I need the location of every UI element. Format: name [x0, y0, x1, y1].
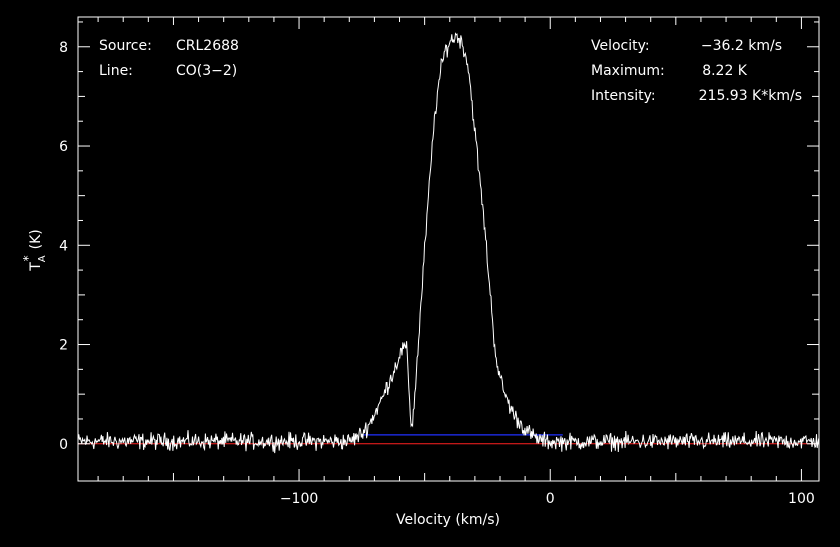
annotation-left: Source: CRL2688 Line: CO(3−2) [99, 38, 239, 79]
plot-layer [77, 32, 820, 454]
y-axis-label-superscript: * [21, 255, 35, 261]
y-tick-label: 8 [59, 40, 68, 56]
y-tick-label: 6 [59, 139, 68, 155]
annotation-intensity-value: 215.93 K*km/s [699, 88, 802, 104]
annotation-maximum-key: Maximum: [591, 63, 665, 79]
x-tick-label: 0 [546, 491, 555, 507]
y-tick-label: 4 [59, 238, 68, 254]
ticks-layer: −100 0 100 0 2 4 6 8 [59, 17, 819, 507]
annotation-line-value: CO(3−2) [176, 63, 237, 79]
y-tick-label: 2 [59, 338, 68, 354]
annotation-source-key: Source: [99, 38, 152, 54]
axes-frame [77, 16, 820, 482]
y-axis-label-base: T [28, 262, 44, 272]
annotation-line-key: Line: [99, 63, 133, 79]
y-axis-label-text: TA* (K) [21, 229, 48, 272]
annotation-source-value: CRL2688 [176, 38, 239, 54]
y-axis-label: TA* (K) [21, 229, 48, 272]
annotation-velocity-value: −36.2 km/s [701, 38, 782, 54]
annotation-velocity-key: Velocity: [591, 38, 650, 54]
annotation-intensity-key: Intensity: [591, 88, 656, 104]
x-tick-label: −100 [280, 491, 318, 507]
y-axis-label-unit: (K) [28, 229, 44, 249]
x-tick-label: 100 [788, 491, 815, 507]
spectrum-series-0 [77, 32, 820, 454]
annotation-maximum-value: 8.22 K [702, 63, 748, 79]
x-axis-label: Velocity (km/s) [396, 512, 500, 528]
annotation-right: Velocity: −36.2 km/s Maximum: 8.22 K Int… [591, 38, 802, 104]
y-tick-label: 0 [59, 437, 68, 453]
y-axis-label-subscript: A [37, 255, 48, 262]
